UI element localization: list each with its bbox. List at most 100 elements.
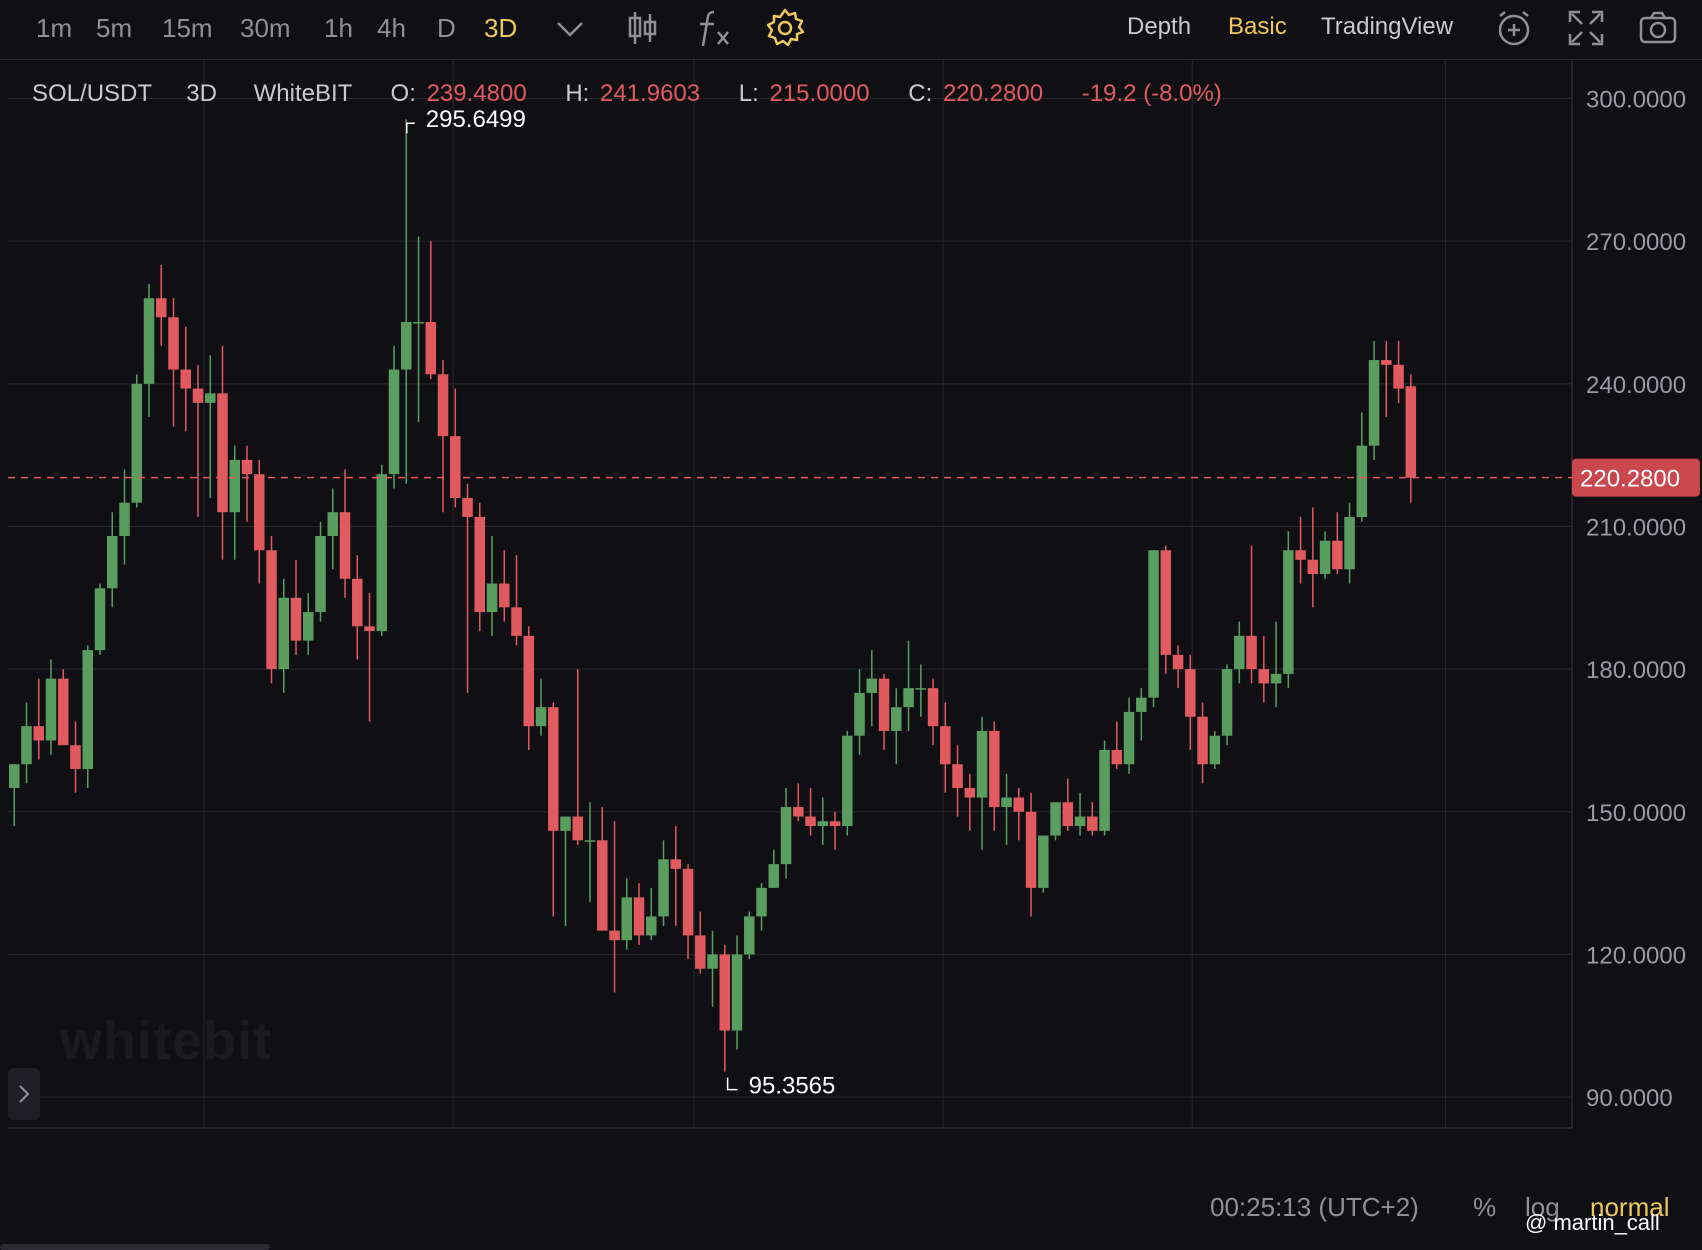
percent-scale-toggle[interactable]: % <box>1473 1192 1497 1222</box>
candle <box>707 930 718 1007</box>
mode-basic[interactable]: Basic <box>1228 13 1287 40</box>
chart-toolbar: 1m 5m 15m 30m 1h 4h D 3D Depth Basic Tra… <box>0 0 1702 60</box>
candle-body <box>1013 797 1025 812</box>
candle <box>670 826 682 926</box>
legend-interval: 3D <box>186 80 217 107</box>
candle-body <box>327 512 339 536</box>
candle <box>499 550 510 622</box>
candle-body <box>927 688 939 727</box>
candle-body <box>1332 540 1343 570</box>
legend-open-label: O: <box>390 80 416 107</box>
candle <box>989 721 1000 831</box>
candle <box>70 721 81 793</box>
chevron-down-icon[interactable] <box>548 6 592 50</box>
candle <box>315 521 326 622</box>
alarm-icon[interactable] <box>1492 6 1536 50</box>
candle <box>793 783 804 822</box>
timeframe-1m[interactable]: 1m <box>36 13 73 43</box>
candle <box>1246 545 1257 684</box>
candle <box>952 745 963 817</box>
candle-body <box>1246 635 1257 670</box>
candle-body <box>780 807 792 865</box>
candle-body <box>1136 697 1147 712</box>
timeframe-5m[interactable]: 5m <box>96 13 133 43</box>
candle-body <box>854 692 865 736</box>
candle-body <box>842 735 853 827</box>
timeframe-15m[interactable]: 15m <box>162 13 213 43</box>
candle-body <box>1025 811 1037 888</box>
candle-body <box>523 635 535 727</box>
legend-low-value: 215.0000 <box>769 80 870 107</box>
candle <box>352 555 363 660</box>
mode-depth[interactable]: Depth <box>1127 13 1192 40</box>
candle <box>964 773 976 831</box>
candle-body <box>1258 669 1270 684</box>
candle-body <box>1111 749 1123 765</box>
candle <box>903 640 914 731</box>
candle-body <box>401 322 412 370</box>
timeframe-d[interactable]: D <box>437 13 456 43</box>
candle <box>401 119 412 484</box>
mode-tradingview[interactable]: TradingView <box>1321 13 1454 40</box>
candle-type-icon[interactable] <box>620 6 664 50</box>
candle-body <box>254 474 265 551</box>
candle-body <box>1221 669 1233 736</box>
candle-body <box>205 393 216 403</box>
candle-body <box>1062 802 1074 827</box>
exchange-watermark: whitebit <box>60 1011 272 1071</box>
candle <box>1013 788 1025 841</box>
candle <box>437 360 449 513</box>
candle-body <box>1050 802 1061 836</box>
candle <box>229 445 241 560</box>
candle-body <box>952 764 963 789</box>
fullscreen-icon[interactable] <box>1564 6 1608 50</box>
timeframe-3d[interactable]: 3D <box>484 13 518 43</box>
time-scrollbar[interactable] <box>0 1244 270 1250</box>
candle-body <box>548 707 559 831</box>
camera-icon[interactable] <box>1636 6 1680 50</box>
timeframe-1h[interactable]: 1h <box>324 13 353 43</box>
candle-body <box>756 887 767 917</box>
indicators-icon[interactable] <box>690 6 734 50</box>
y-tick-label: 240.0000 <box>1586 372 1686 399</box>
candle <box>1136 688 1147 741</box>
candle <box>560 816 571 926</box>
candle <box>1160 545 1172 674</box>
normal-scale-toggle[interactable]: normal <box>1590 1192 1670 1222</box>
candle-body <box>143 298 155 384</box>
min-price-label: 95.3565 <box>749 1073 836 1100</box>
candle-body <box>1381 360 1392 365</box>
log-scale-toggle[interactable]: log <box>1525 1192 1560 1222</box>
candle <box>413 236 424 422</box>
candle-body <box>731 954 743 1031</box>
y-tick-label: 90.0000 <box>1586 1085 1673 1112</box>
candle-body <box>1001 797 1012 808</box>
candle <box>1099 740 1110 836</box>
candle-body <box>829 821 841 827</box>
candle-body <box>878 678 890 731</box>
candle-body <box>903 688 914 708</box>
candle-body <box>1319 540 1331 575</box>
candle-body <box>107 535 118 589</box>
candle <box>205 355 216 498</box>
candle <box>180 326 192 432</box>
timeframe-30m[interactable]: 30m <box>240 13 291 43</box>
candle-body <box>352 578 363 627</box>
expand-panel-button[interactable] <box>8 1068 40 1120</box>
ohlc-legend: SOL/USDT 3D WhiteBIT O: 239.4800 H: 241.… <box>32 80 1222 108</box>
candle-body <box>413 322 424 324</box>
candle-body <box>278 597 290 670</box>
candle <box>376 464 388 636</box>
max-price-label: 295.6499 <box>426 106 526 133</box>
candle <box>1405 374 1417 503</box>
candle-body <box>58 678 69 746</box>
candle <box>829 811 841 850</box>
candle <box>21 702 32 784</box>
candlestick-chart[interactable]: 300.0000 270.0000 240.0000 210.0000 180.0000… <box>0 60 1702 1130</box>
candle <box>584 802 596 903</box>
gear-icon[interactable] <box>763 6 807 50</box>
candle-body <box>1368 360 1380 446</box>
candle-body <box>597 840 608 931</box>
candle-body <box>866 678 878 693</box>
timeframe-4h[interactable]: 4h <box>377 13 406 43</box>
